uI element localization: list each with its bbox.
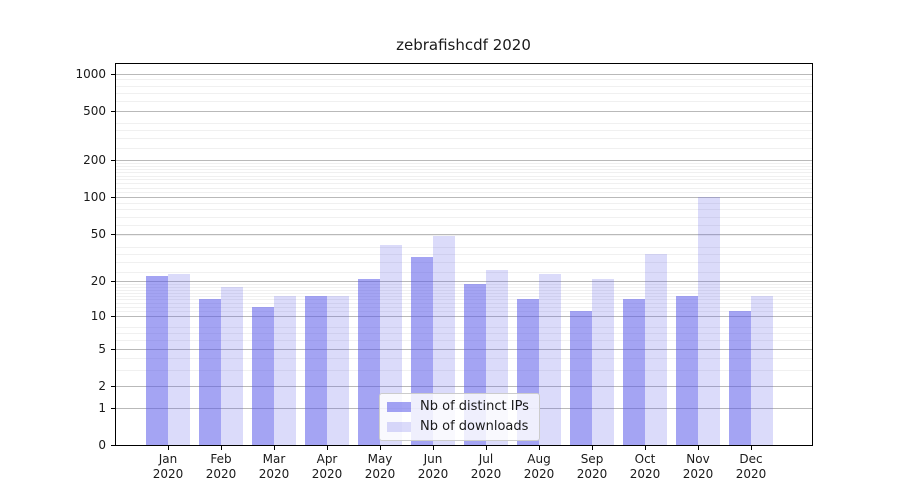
gridline-minor <box>116 188 812 189</box>
gridline-minor <box>116 79 812 80</box>
y-tick-label-500: 500 <box>83 104 106 118</box>
x-tick-mark <box>274 446 275 450</box>
bar-downloads-dec <box>751 296 774 445</box>
bar-downloads-feb <box>220 287 243 445</box>
y-tick-label-20: 20 <box>90 274 106 288</box>
legend-label-downloads: Nb of downloads <box>420 419 529 434</box>
bar-downloads-mar <box>273 296 296 445</box>
bar-distinct-ips-mar <box>251 307 274 445</box>
bar-downloads-jan <box>167 274 190 445</box>
x-tick-mark <box>168 446 169 450</box>
y-tick-mark <box>111 111 115 112</box>
gridline-minor <box>116 111 812 112</box>
y-tick-label-1000: 1000 <box>75 67 106 81</box>
gridline-minor <box>116 86 812 87</box>
legend-swatch-downloads <box>387 421 411 432</box>
gridline-minor <box>116 123 812 124</box>
gridline-minor <box>116 179 812 180</box>
bar-downloads-oct <box>644 254 667 445</box>
gridline-major <box>116 160 812 161</box>
gridline-minor <box>116 163 812 164</box>
bar-distinct-ips-may <box>357 279 380 445</box>
y-tick-label-50: 50 <box>90 227 106 241</box>
bar-downloads-sep <box>591 279 614 445</box>
plot-area: Nb of distinct IPs Nb of downloads <box>115 63 813 446</box>
x-tick-label-jun: Jun 2020 <box>417 452 449 481</box>
x-tick-label-dec: Dec 2020 <box>735 452 767 481</box>
y-tick-mark <box>111 349 115 350</box>
bar-distinct-ips-dec <box>729 311 752 445</box>
x-tick-label-apr: Apr 2020 <box>311 452 343 481</box>
y-tick-mark <box>111 74 115 75</box>
x-tick-mark <box>221 446 222 450</box>
gridline-minor <box>116 160 812 161</box>
x-tick-label-may: May 2020 <box>364 452 396 481</box>
chart-title: zebrafishcdf 2020 <box>396 36 531 54</box>
x-tick-mark <box>751 446 752 450</box>
legend: Nb of distinct IPs Nb of downloads <box>379 393 540 441</box>
gridline-minor <box>116 101 812 102</box>
gridline-major <box>116 111 812 112</box>
gridline-minor <box>116 93 812 94</box>
y-tick-mark <box>111 386 115 387</box>
y-tick-label-10: 10 <box>90 309 106 323</box>
gridline-minor <box>116 192 812 193</box>
y-tick-label-0: 0 <box>98 438 106 452</box>
legend-swatch-distinct-ips <box>387 401 411 412</box>
legend-item-downloads: Nb of downloads <box>387 419 529 434</box>
x-tick-mark <box>486 446 487 450</box>
y-tick-label-1: 1 <box>98 401 106 415</box>
x-tick-mark <box>539 446 540 450</box>
bar-downloads-nov <box>698 197 720 445</box>
x-tick-mark <box>327 446 328 450</box>
bar-downloads-apr <box>326 296 349 445</box>
y-tick-label-5: 5 <box>98 342 106 356</box>
y-tick-mark <box>111 234 115 235</box>
gridline-minor <box>116 166 812 167</box>
gridline-minor <box>116 176 812 177</box>
x-tick-mark <box>645 446 646 450</box>
x-tick-label-jul: Jul 2020 <box>470 452 502 481</box>
x-tick-mark <box>698 446 699 450</box>
y-tick-mark <box>111 445 115 446</box>
legend-label-distinct-ips: Nb of distinct IPs <box>420 399 529 414</box>
gridline-minor <box>116 169 812 170</box>
bar-downloads-aug <box>538 274 561 445</box>
bar-distinct-ips-oct <box>622 299 645 445</box>
gridline-minor <box>116 138 812 139</box>
x-tick-label-oct: Oct 2020 <box>629 452 661 481</box>
gridline-minor <box>116 148 812 149</box>
y-tick-mark <box>111 160 115 161</box>
y-tick-mark <box>111 408 115 409</box>
bar-distinct-ips-jan <box>145 276 168 445</box>
gridline-minor <box>116 130 812 131</box>
y-tick-mark <box>111 197 115 198</box>
legend-item-distinct-ips: Nb of distinct IPs <box>387 399 529 414</box>
x-tick-label-sep: Sep 2020 <box>576 452 608 481</box>
x-tick-label-feb: Feb 2020 <box>205 452 237 481</box>
gridline-minor <box>116 183 812 184</box>
bar-distinct-ips-feb <box>198 299 221 445</box>
x-tick-mark <box>380 446 381 450</box>
x-tick-label-mar: Mar 2020 <box>258 452 290 481</box>
y-tick-mark <box>111 316 115 317</box>
y-tick-mark <box>111 281 115 282</box>
x-tick-label-aug: Aug 2020 <box>523 452 555 481</box>
x-tick-label-jan: Jan 2020 <box>152 452 184 481</box>
y-tick-label-200: 200 <box>83 153 106 167</box>
y-tick-label-100: 100 <box>83 190 106 204</box>
y-tick-label-2: 2 <box>98 379 106 393</box>
bar-distinct-ips-apr <box>304 296 327 445</box>
x-tick-mark <box>592 446 593 450</box>
gridline-minor <box>116 172 812 173</box>
bar-distinct-ips-sep <box>569 311 592 445</box>
x-tick-label-nov: Nov 2020 <box>682 452 714 481</box>
gridline-major <box>116 74 812 75</box>
bar-distinct-ips-nov <box>676 296 698 445</box>
x-tick-mark <box>433 446 434 450</box>
